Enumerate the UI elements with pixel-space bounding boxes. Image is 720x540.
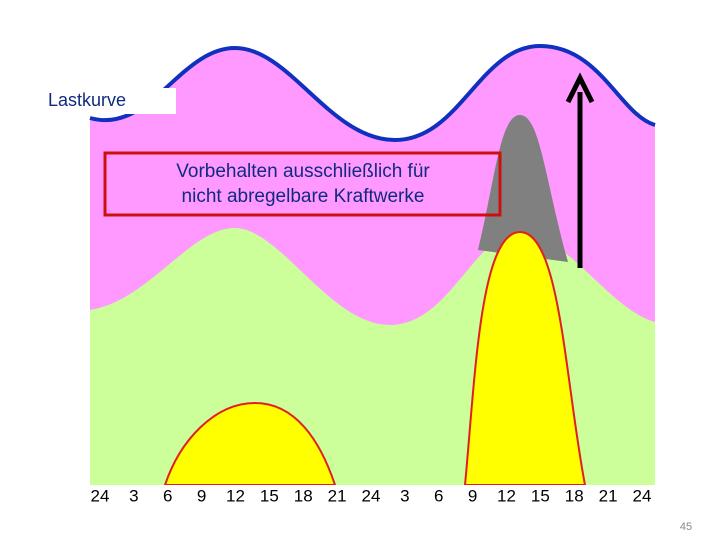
x-axis-label: 6 [434, 486, 443, 505]
arrow-head [565, 72, 595, 104]
x-axis-label: 12 [497, 486, 516, 505]
x-axis-label: 6 [163, 486, 172, 505]
curve-label: Lastkurve [48, 90, 126, 110]
page-number: 45 [680, 521, 692, 533]
x-axis-label: 3 [129, 486, 138, 505]
note-line: nicht abregelbare Kraftwerke [182, 186, 425, 207]
solar-area-small [163, 401, 337, 486]
x-axis-label: 24 [362, 486, 381, 505]
x-axis-label: 24 [633, 486, 652, 505]
x-axis-label: 15 [531, 486, 550, 505]
note-line: Vorbehalten ausschließlich für [176, 161, 430, 182]
note-box [103, 151, 502, 217]
solar-area [463, 230, 587, 486]
x-axis-label: 18 [294, 486, 313, 505]
label-bg [44, 88, 176, 114]
x-axis-label: 21 [599, 486, 618, 505]
x-axis-label: 9 [197, 486, 206, 505]
x-axis-label: 24 [91, 486, 110, 505]
x-axis-label: 21 [328, 486, 347, 505]
x-axis-label: 15 [260, 486, 279, 505]
x-axis-label: 3 [400, 486, 409, 505]
x-axis-label: 12 [226, 486, 245, 505]
axis-strip [0, 485, 720, 515]
x-axis-label: 18 [565, 486, 584, 505]
x-axis: 24 3 6 9 12 15 18 21 24 3 6 9 12 15 18 21 24 [91, 486, 652, 505]
load-curve [89, 43, 656, 143]
x-axis-label: 9 [468, 486, 477, 505]
